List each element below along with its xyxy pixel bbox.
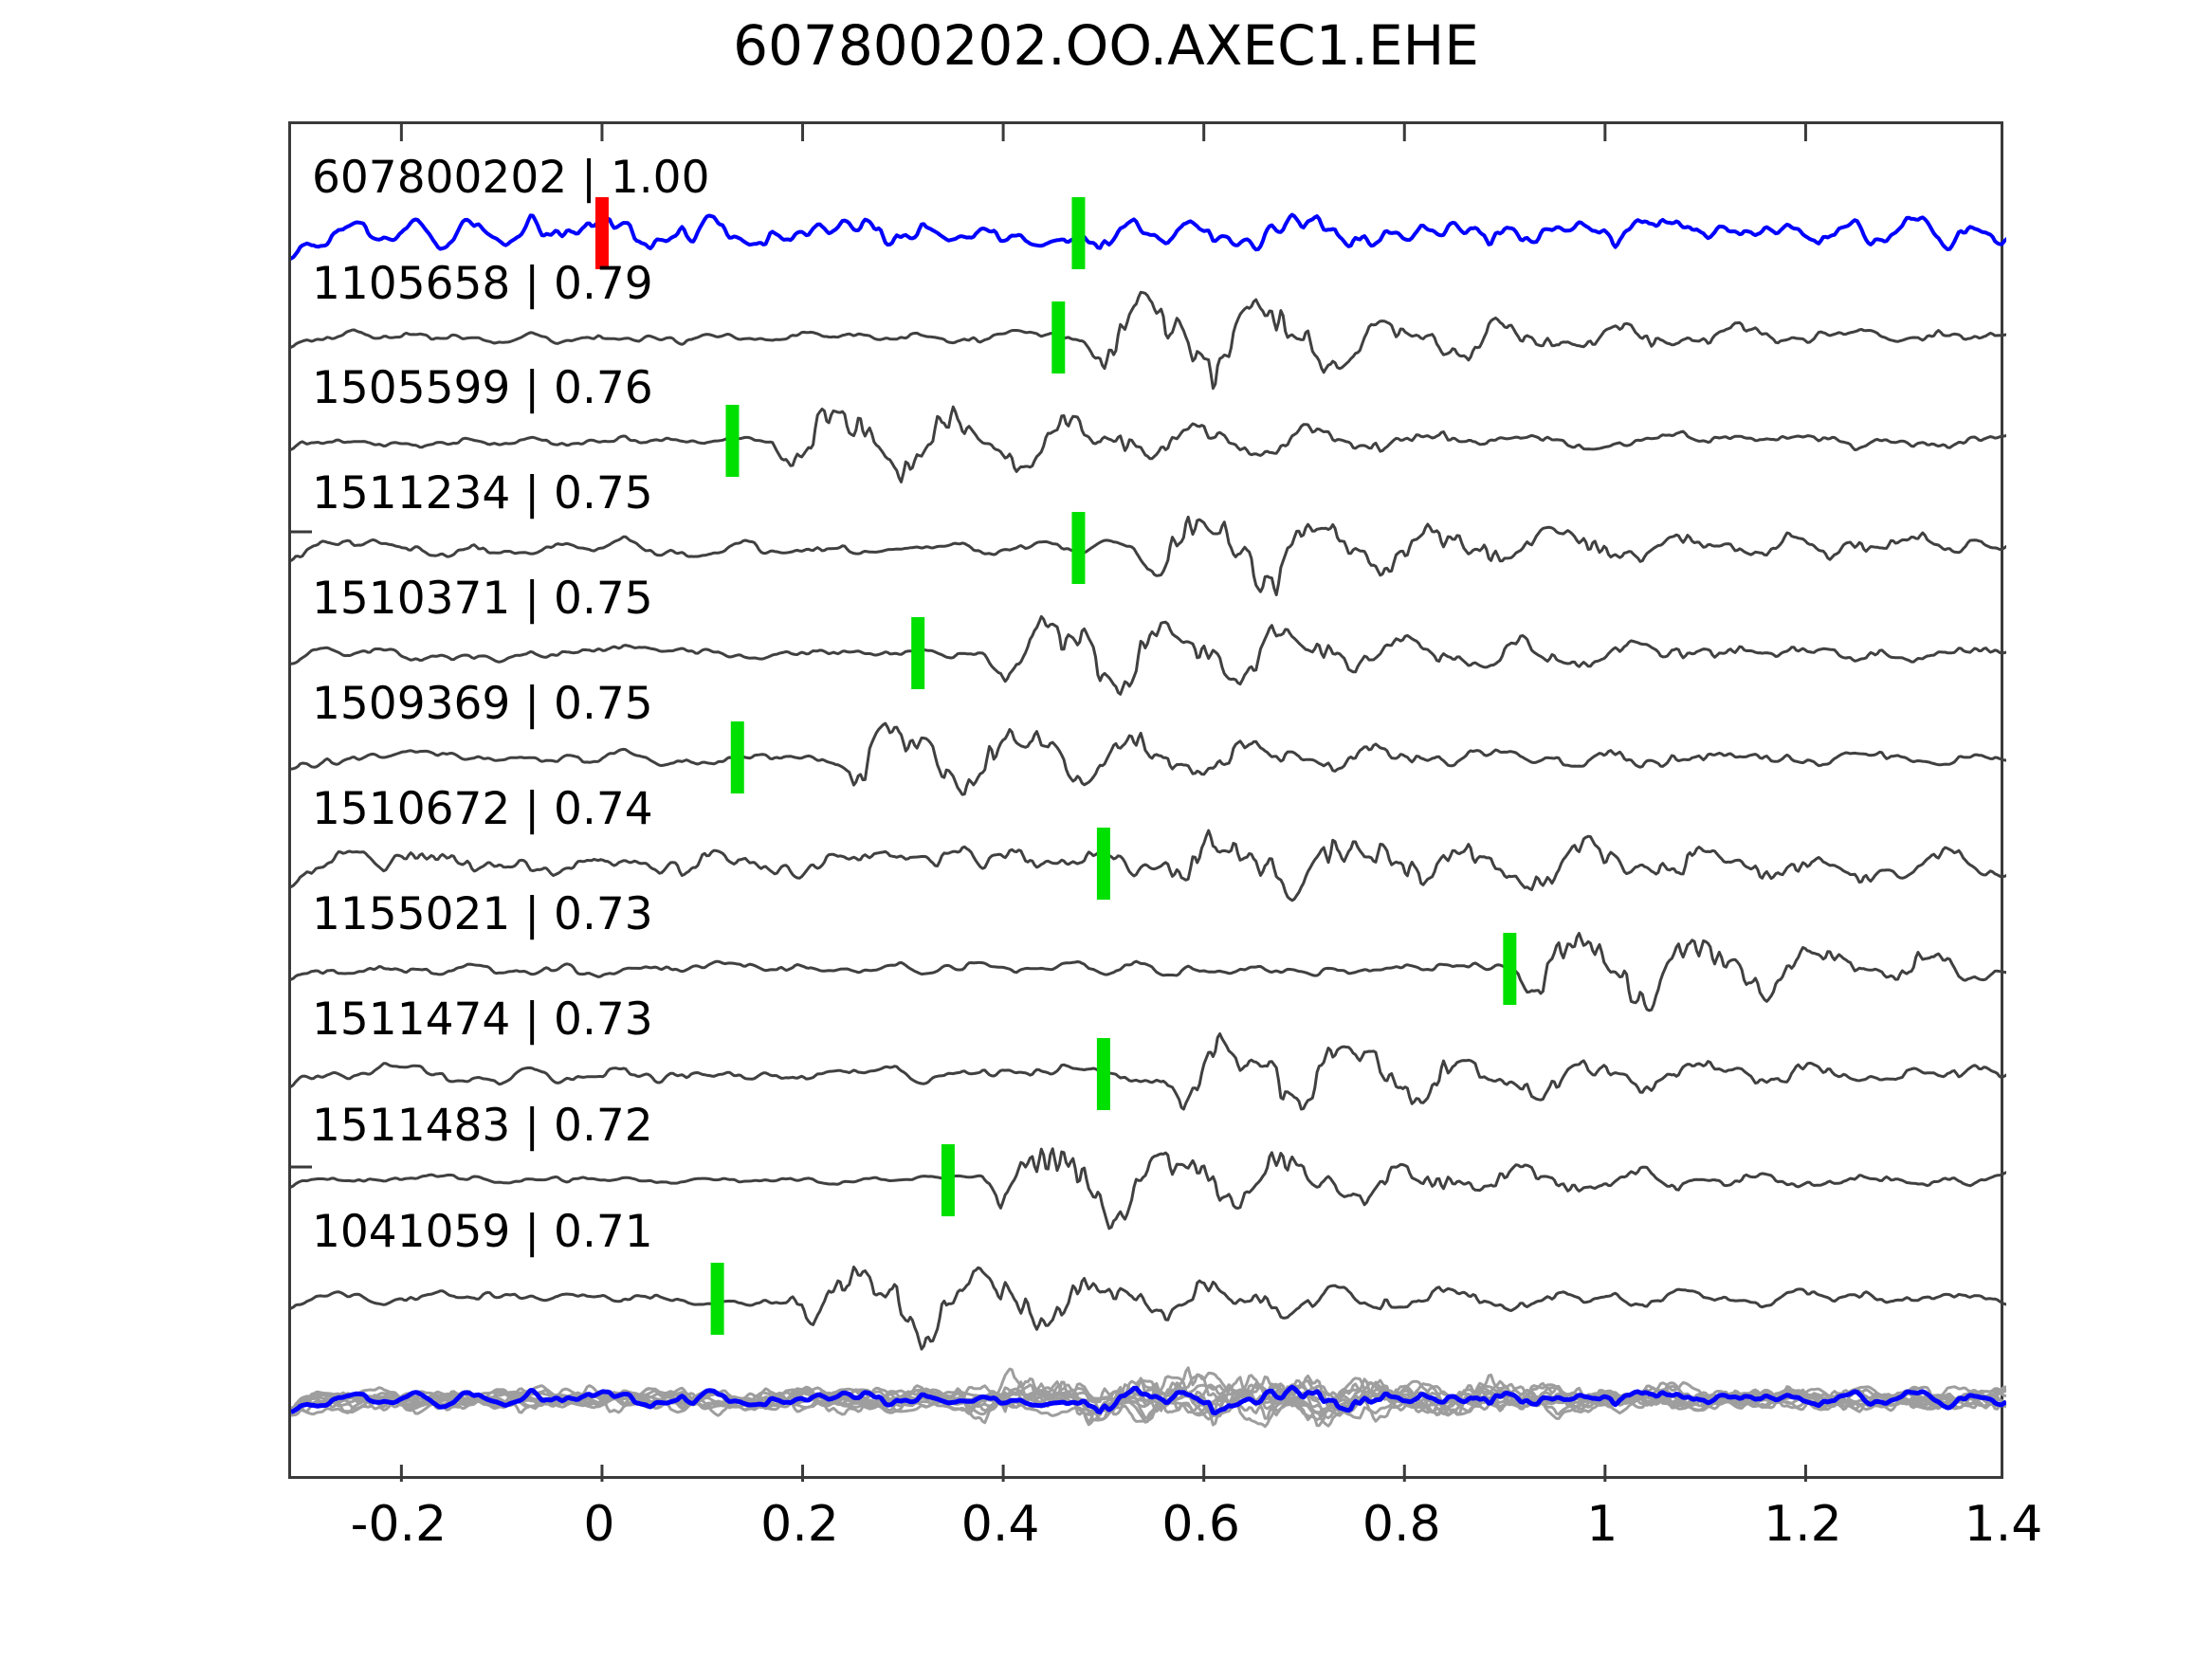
pick-marker-green-1509369 [730,721,744,793]
trace-label-1511483: 1511483 | 0.72 [312,1100,653,1152]
trace-label-1510672: 1510672 | 0.74 [312,783,653,835]
waveform-1155021 [291,932,2006,1012]
stack-trace-reference [291,1384,2006,1415]
trace-row-1041059: 1041059 | 0.71 [291,1206,2006,1351]
pick-marker-green-607800202 [1071,197,1086,269]
stack-trace-gray [291,1375,2006,1427]
waveform-1511234 [291,515,2006,596]
trace-row-1511234: 1511234 | 0.75 [291,467,2006,596]
x-tick-label-0: 0 [583,1496,615,1553]
pick-marker-green-1511474 [1096,1038,1110,1110]
waveform-1505599 [291,405,2006,483]
trace-label-607800202: 607800202 | 1.00 [312,152,710,204]
trace-row-1155021: 1155021 | 0.73 [291,888,2006,1012]
x-tick-label-1p2: 1.2 [1764,1496,1842,1553]
trace-row-1105658: 1105658 | 0.79 [291,258,2006,391]
x-tick-label-0p4: 0.4 [960,1496,1040,1553]
x-tick-label-0p6: 0.6 [1161,1496,1241,1553]
trace-row-607800202: 607800202 | 1.00 [291,152,2006,269]
pick-marker-green-1155021 [1503,933,1517,1005]
waveform-1511483 [291,1147,2006,1231]
stack-overlay-panel [291,1366,2006,1429]
trace-label-1511234: 1511234 | 0.75 [312,467,653,520]
axis-ticks [291,124,1807,1482]
x-tick-label-0p8: 0.8 [1362,1496,1441,1553]
trace-row-1511474: 1511474 | 0.73 [291,994,2006,1111]
pick-marker-green-1510672 [1096,828,1110,900]
trace-label-1509369: 1509369 | 0.75 [312,678,653,730]
trace-label-1105658: 1105658 | 0.79 [312,258,653,310]
waveform-1510672 [291,829,2006,902]
pick-marker-green-1041059 [710,1263,724,1335]
waveform-1509369 [291,721,2006,796]
x-tick-label-1: 1 [1586,1496,1618,1553]
trace-row-1505599: 1505599 | 0.76 [291,362,2006,483]
x-tick-label-neg0p2: -0.2 [350,1496,448,1553]
waveform-1511474 [291,1032,2006,1111]
trace-label-1041059: 1041059 | 0.71 [312,1206,653,1258]
pick-marker-green-1505599 [725,405,740,477]
trace-row-1509369: 1509369 | 0.75 [291,678,2006,796]
pick-marker-red-607800202 [594,197,609,269]
waveform-607800202 [291,212,2006,261]
pick-marker-green-1511234 [1071,512,1086,584]
trace-label-1510371: 1510371 | 0.75 [312,573,653,625]
pick-marker-green-1105658 [1051,301,1066,374]
waveform-1105658 [291,290,2006,391]
waveform-1510371 [291,614,2006,696]
trace-row-1510371: 1510371 | 0.75 [291,573,2006,696]
x-tick-label-0p2: 0.2 [760,1496,839,1553]
x-axis-tick-labels: -0.2 0 0.2 0.4 0.6 0.8 1 1.2 1.4 [288,1496,2043,1562]
page-title: 607800202.OO.AXEC1.EHE [733,13,1479,78]
waveform-canvas: 607800202 | 1.00 1105658 | 0.79 1505599 | … [291,124,2006,1482]
trace-row-1510672: 1510672 | 0.74 [291,783,2006,902]
trace-label-1505599: 1505599 | 0.76 [312,362,653,414]
waveform-1041059 [291,1266,2006,1351]
stack-trace-gray [291,1381,2006,1422]
trace-label-1155021: 1155021 | 0.73 [312,888,653,940]
pick-marker-green-1510371 [911,617,925,689]
pick-marker-green-1511483 [941,1144,955,1216]
trace-row-1511483: 1511483 | 0.72 [291,1100,2006,1231]
trace-label-1511474: 1511474 | 0.73 [312,994,653,1046]
plot-axes: 607800202 | 1.00 1105658 | 0.79 1505599 | … [288,121,2006,1482]
x-tick-label-1p4: 1.4 [1964,1496,2043,1553]
